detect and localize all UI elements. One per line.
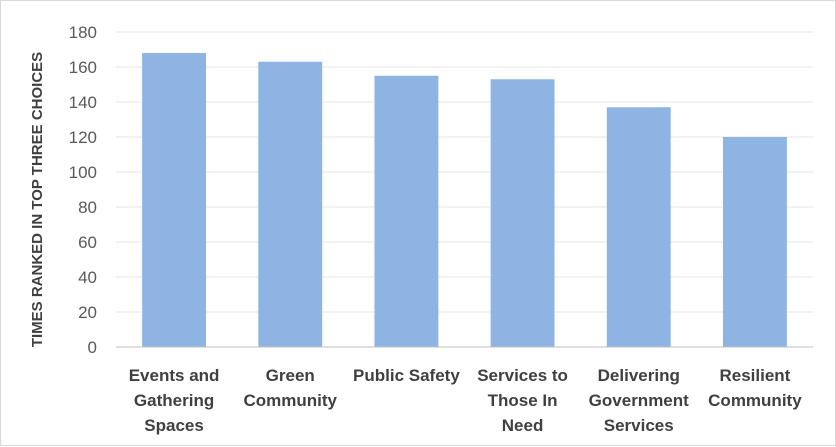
x-category-label-line: Community bbox=[244, 391, 338, 410]
bars bbox=[142, 53, 787, 347]
x-category-label-line: Government bbox=[589, 391, 689, 410]
x-category-label-line: Spaces bbox=[144, 416, 204, 435]
x-category-label: Public Safety bbox=[353, 366, 460, 385]
y-tick-label: 100 bbox=[69, 163, 97, 182]
x-category-label-line: Gathering bbox=[134, 391, 214, 410]
bar bbox=[490, 79, 555, 347]
y-axis-title: TIMES RANKED IN TOP THREE CHOICES bbox=[29, 52, 46, 347]
x-category-labels: Events and Gathering Spaces Green Community P… bbox=[129, 366, 802, 435]
bar bbox=[374, 75, 439, 347]
y-tick-labels: 0 20 40 60 80 100 120 140 160 180 bbox=[69, 23, 97, 357]
y-tick-label: 120 bbox=[69, 128, 97, 147]
x-category-label-line: Green bbox=[266, 366, 315, 385]
y-tick-label: 0 bbox=[88, 338, 97, 357]
bar bbox=[722, 137, 787, 347]
bar bbox=[606, 107, 671, 347]
x-category-label-line: Need bbox=[502, 416, 544, 435]
gridlines bbox=[116, 31, 813, 313]
y-tick-label: 60 bbox=[78, 233, 97, 252]
x-category-label-line: Public Safety bbox=[353, 366, 460, 385]
y-tick-label: 140 bbox=[69, 93, 97, 112]
y-tick-label: 20 bbox=[78, 303, 97, 322]
x-category-label-line: Resilient bbox=[719, 366, 790, 385]
y-tick-label: 180 bbox=[69, 23, 97, 42]
x-category-label: Events and Gathering Spaces bbox=[129, 366, 220, 435]
y-tick-label: 160 bbox=[69, 58, 97, 77]
x-category-label: Green Community bbox=[244, 366, 338, 410]
y-tick-label: 80 bbox=[78, 198, 97, 217]
x-category-label-line: Services bbox=[604, 416, 674, 435]
x-category-label-line: Delivering bbox=[598, 366, 680, 385]
x-category-label-line: Those In bbox=[488, 391, 558, 410]
y-tick-label: 40 bbox=[78, 268, 97, 287]
x-category-label: Services to Those In Need bbox=[477, 366, 568, 435]
bar bbox=[142, 53, 207, 347]
x-category-label-line: Events and bbox=[129, 366, 220, 385]
x-category-label-line: Services to bbox=[477, 366, 568, 385]
x-category-label-line: Community bbox=[708, 391, 802, 410]
x-category-label: Resilient Community bbox=[708, 366, 802, 410]
x-category-label: Delivering Government Services bbox=[589, 366, 689, 435]
bar bbox=[258, 61, 323, 347]
